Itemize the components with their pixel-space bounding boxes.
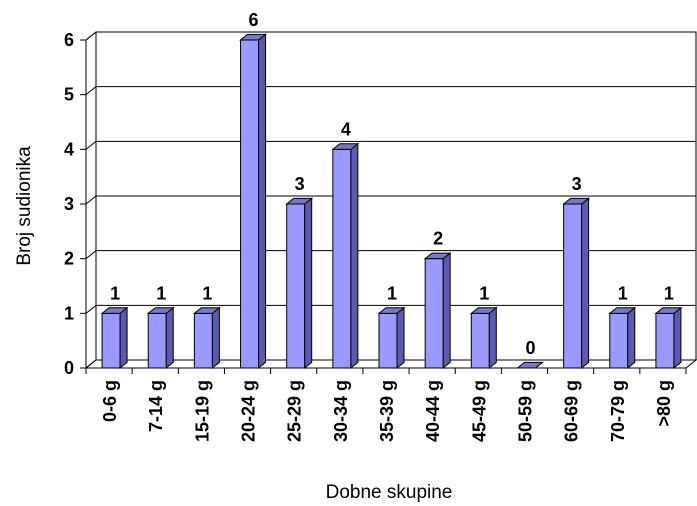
bar-front: [147, 312, 167, 369]
x-tick-label: 50-59 g: [515, 380, 535, 442]
data-label: 0: [525, 338, 535, 358]
y-tick-label: 2: [64, 249, 74, 269]
bar-side: [304, 197, 313, 370]
data-label: 1: [387, 283, 397, 303]
y-gridline-side: [85, 195, 97, 205]
bar-side: [627, 306, 636, 370]
bar-top: [100, 307, 129, 314]
bar-side: [350, 142, 359, 370]
bar-side: [119, 306, 128, 370]
data-label: 1: [479, 283, 489, 303]
y-gridlines: [80, 31, 696, 369]
bar-top: [516, 361, 544, 369]
bar-side: [211, 306, 220, 370]
y-tick-labels: 0 1 2 3 4 5 6: [64, 30, 74, 378]
y-tick-label: 4: [64, 139, 74, 159]
bar: [239, 33, 267, 370]
data-label: 3: [572, 174, 582, 194]
y-tick-label: 3: [64, 194, 74, 214]
x-axis-title: Dobne skupine: [326, 482, 453, 503]
x-tick-label: 25-29 g: [285, 380, 305, 442]
x-tick-label: 40-44 g: [423, 380, 443, 442]
x-tick-label: 45-49 g: [469, 380, 489, 442]
bar: [377, 306, 406, 370]
y-tick-label: 5: [64, 85, 74, 105]
x-tick-label: 0-6 g: [100, 380, 120, 422]
bar: [469, 306, 498, 370]
bar-top: [562, 197, 591, 205]
bar-top: [423, 252, 452, 260]
bar-top: [654, 307, 683, 314]
data-label: 1: [156, 283, 166, 303]
bar-top: [377, 307, 406, 314]
bar-front: [286, 203, 306, 369]
data-label: 1: [618, 283, 628, 303]
y-gridline-side: [85, 86, 97, 96]
bar-front: [470, 312, 490, 369]
bar-front: [101, 312, 121, 369]
bar-front: [424, 258, 444, 369]
y-gridline-side: [85, 31, 97, 41]
data-label: 6: [249, 10, 259, 30]
data-labels: 1 1 1 6 3 4 1 2 1 0 3 1 1: [110, 10, 674, 358]
y-tick-label: 0: [64, 358, 74, 378]
x-tick-label: 70-79 g: [608, 380, 628, 442]
bar: [331, 142, 360, 370]
bar-front: [240, 39, 260, 369]
bars: [100, 33, 683, 370]
bar: [562, 197, 591, 370]
bar-front: [609, 312, 629, 369]
x-tick-labels: 0-6 g 7-14 g 15-19 g 20-24 g 25-29 g 30-34 g 3…: [85, 368, 687, 442]
y-gridline-side: [85, 250, 97, 260]
bar: [516, 361, 544, 369]
bar-top: [608, 307, 637, 314]
bar-front: [563, 203, 583, 369]
y-tick-label: 1: [64, 303, 74, 323]
bar-front: [655, 312, 675, 369]
x-tick-label: 60-69 g: [562, 380, 582, 442]
data-label: 3: [295, 174, 305, 194]
bar-top: [192, 307, 221, 314]
bar-top: [469, 307, 498, 314]
x-tick-label: 7-14 g: [146, 380, 166, 432]
bar-side: [581, 197, 590, 370]
data-label: 1: [202, 283, 212, 303]
x-tick-label: 20-24 g: [239, 380, 259, 442]
bar-side: [442, 252, 451, 370]
bar: [423, 252, 452, 370]
y-gridline-side: [85, 140, 97, 150]
data-label: 1: [664, 283, 674, 303]
bar-side: [488, 306, 497, 370]
bar: [608, 306, 637, 370]
y-axis-title: Broj sudionika: [14, 146, 35, 266]
bar-top: [146, 307, 175, 314]
y-tick-label: 6: [64, 30, 74, 50]
data-label: 4: [341, 119, 351, 139]
bar-top: [331, 143, 360, 150]
bar-top: [239, 33, 267, 41]
bar-front: [193, 312, 213, 369]
bar-top: [285, 197, 314, 205]
bar-side: [165, 306, 174, 370]
x-tick-label: 30-34 g: [331, 380, 351, 442]
bar: [100, 306, 129, 370]
x-tick-label: 15-19 g: [192, 380, 212, 442]
x-tick-label: 35-39 g: [377, 380, 397, 442]
y-gridline-side: [85, 359, 97, 369]
bar-front: [332, 148, 352, 369]
bar-side: [258, 33, 267, 370]
bar: [192, 306, 221, 370]
y-gridline-side: [85, 304, 97, 314]
bar-side: [396, 306, 405, 370]
bar-front: [378, 312, 398, 369]
bar-side: [673, 306, 682, 370]
bar: [285, 197, 314, 370]
data-label: 2: [433, 229, 443, 249]
bar: [146, 306, 175, 370]
bar: [654, 306, 683, 370]
x-tick-label: >80 g: [654, 380, 674, 427]
data-label: 1: [110, 283, 120, 303]
